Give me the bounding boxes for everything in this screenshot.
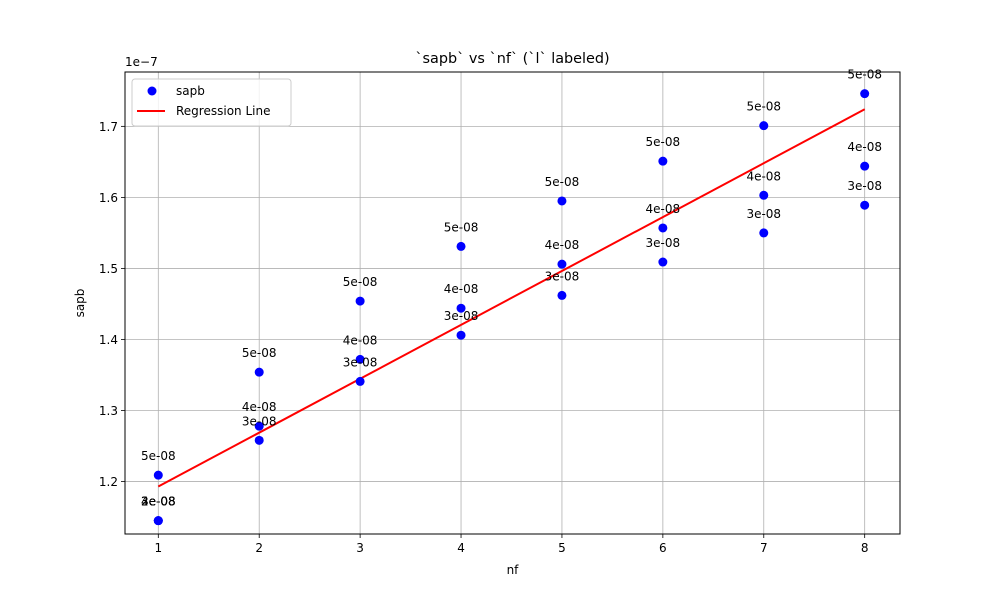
scatter-point [355, 296, 365, 306]
y-tick-label: 1.6 [99, 191, 118, 205]
y-axis-label: sapb [73, 289, 87, 318]
point-label: 5e-08 [343, 275, 378, 289]
scatter-point [557, 196, 567, 206]
point-label: 4e-08 [746, 169, 781, 183]
point-label: 3e-08 [847, 179, 882, 193]
scatter-point [658, 156, 668, 166]
x-axis-ticks: 1 2 3 4 5 6 7 8 [154, 534, 869, 555]
x-tick-label: 1 [154, 541, 162, 555]
legend-box [131, 78, 292, 127]
y-tick-label: 1.3 [99, 404, 118, 418]
x-tick-label: 2 [255, 541, 263, 555]
scatter-point [254, 367, 264, 377]
point-label: 5e-08 [444, 220, 479, 234]
point-label: 4e-08 [444, 282, 479, 296]
point-label: 3e-08 [545, 269, 580, 283]
point-label: 3e-08 [343, 355, 378, 369]
scatter-point [557, 259, 567, 269]
point-annotations: 5e-082e-083e-084e-085e-084e-083e-085e-08… [141, 68, 882, 509]
scatter-point [759, 121, 769, 131]
plot-frame [124, 71, 901, 535]
x-tick-label: 5 [558, 541, 566, 555]
point-label: 3e-08 [646, 236, 681, 250]
scatter-point [153, 516, 163, 526]
scatter-point [860, 161, 870, 171]
point-label: 3e-08 [746, 207, 781, 221]
scatter-point [860, 200, 870, 210]
scatter-point [456, 241, 466, 251]
y-axis-ticks: 1.2 1.3 1.4 1.5 1.6 1.7 [99, 120, 125, 489]
legend-label-regression-line: Regression Line [176, 104, 270, 118]
point-label: 3e-08 [444, 309, 479, 323]
y-offset-text: 1e−7 [125, 55, 158, 69]
point-label: 2e-08 [141, 495, 176, 509]
legend-label-sapb: sapb [176, 84, 205, 98]
scatter-point [658, 257, 668, 267]
scatter-point [456, 303, 466, 313]
x-tick-label: 6 [659, 541, 667, 555]
regression-line-layer [157, 108, 866, 488]
chart-title: `sapb` vs `nf` (`l` labeled) [415, 51, 609, 67]
scatter-point [860, 89, 870, 99]
point-label: 4e-08 [545, 238, 580, 252]
scatter-points [153, 89, 870, 526]
x-tick-label: 3 [356, 541, 364, 555]
scatter-point [456, 330, 466, 340]
scatter-point [355, 354, 365, 364]
x-tick-label: 4 [457, 541, 465, 555]
scatter-point [557, 290, 567, 300]
scatter-point [254, 421, 264, 431]
point-label: 3e-08 [242, 414, 277, 428]
x-axis-label: nf [507, 563, 520, 577]
point-label: 5e-08 [746, 100, 781, 114]
y-tick-label: 1.7 [99, 120, 118, 134]
point-label: 4e-08 [343, 333, 378, 347]
scatter-point [153, 470, 163, 480]
point-label: 4e-08 [141, 495, 176, 509]
point-label: 4e-08 [242, 400, 277, 414]
point-label: 5e-08 [545, 175, 580, 189]
x-tick-label: 8 [861, 541, 869, 555]
y-tick-label: 1.4 [99, 333, 118, 347]
point-label: 5e-08 [646, 135, 681, 149]
x-tick-label: 7 [760, 541, 768, 555]
point-label: 4e-08 [646, 202, 681, 216]
scatter-point [759, 190, 769, 200]
point-label: 4e-08 [847, 140, 882, 154]
legend-marker-sapb [147, 86, 157, 96]
point-label: 3e-08 [141, 495, 176, 509]
regression-line [157, 108, 866, 488]
point-label: 5e-08 [141, 449, 176, 463]
point-label: 5e-08 [847, 68, 882, 82]
scatter-point [759, 228, 769, 238]
scatter-point [355, 376, 365, 386]
legend: sapb Regression Line [131, 78, 292, 127]
scatter-point [658, 223, 668, 233]
scatter-point [254, 435, 264, 445]
point-label: 5e-08 [242, 346, 277, 360]
y-tick-label: 1.5 [99, 262, 118, 276]
y-tick-label: 1.2 [99, 475, 118, 489]
